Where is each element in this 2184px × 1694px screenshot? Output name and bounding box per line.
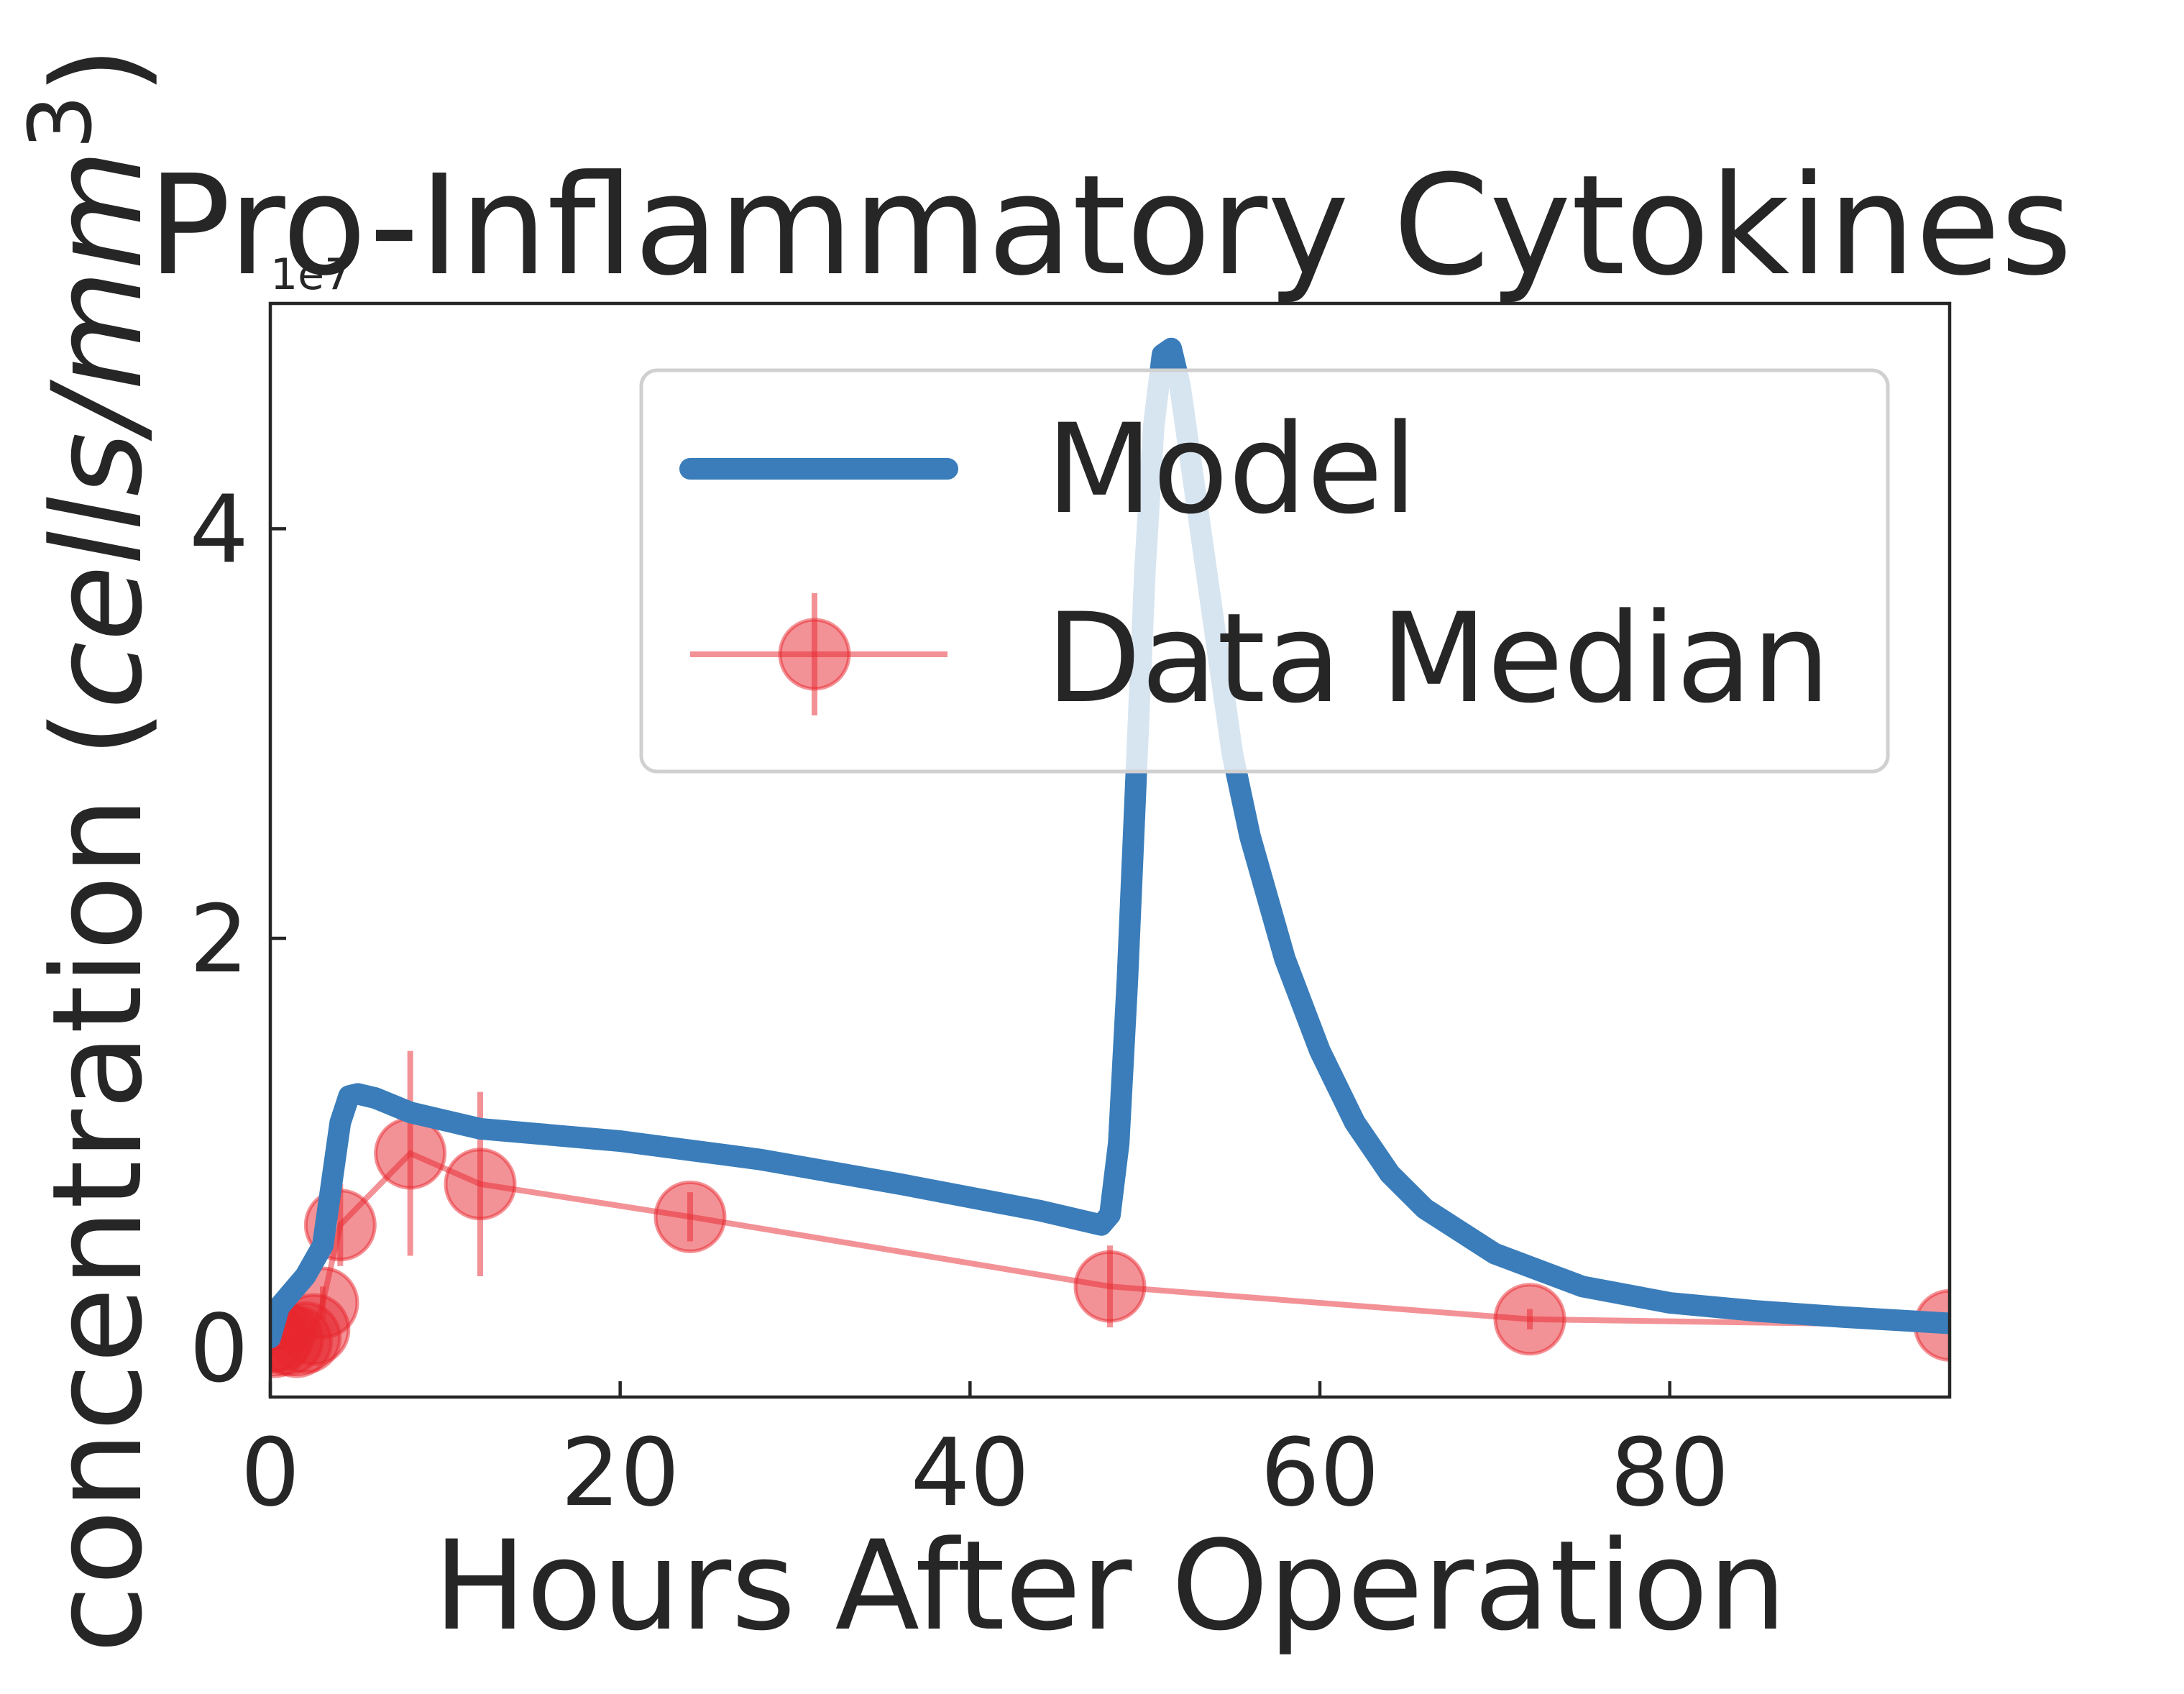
x-tick-label: 0 (241, 1418, 300, 1527)
y-tick-label: 2 (189, 884, 249, 994)
y-tick-label: 0 (189, 1294, 249, 1404)
plot-frame (268, 301, 1952, 1399)
x-tick-label: 20 (561, 1418, 679, 1527)
data-median-point (444, 1148, 517, 1221)
y-axis-label: concentration (cells/mm3) (12, 46, 170, 1653)
x-axis: 0 20 40 60 80 (241, 1381, 1729, 1527)
x-tick-label: 40 (911, 1418, 1029, 1527)
legend-data-label: Data Median (1046, 586, 1830, 731)
x-tick-label: 80 (1610, 1418, 1729, 1527)
data-median-point (1073, 1250, 1147, 1323)
legend: Model Data Median (639, 368, 1890, 774)
data-median-point (1493, 1283, 1566, 1356)
x-tick-label: 60 (1260, 1418, 1379, 1527)
legend-data-swatch (690, 593, 948, 715)
chart-title: Pro-Inflammatory Cytokines (147, 146, 2072, 306)
x-axis-label: Hours After Operation (433, 1514, 1786, 1658)
data-median-point (653, 1180, 727, 1253)
y-axis: 0 2 4 (189, 475, 286, 1404)
legend-model-label: Model (1046, 397, 1417, 541)
y-tick-label: 4 (189, 475, 249, 584)
data-median-point (374, 1117, 447, 1190)
legend-data-marker (778, 618, 851, 691)
model-line (270, 337, 1950, 1349)
y-offset-label: 1e7 (270, 249, 352, 300)
